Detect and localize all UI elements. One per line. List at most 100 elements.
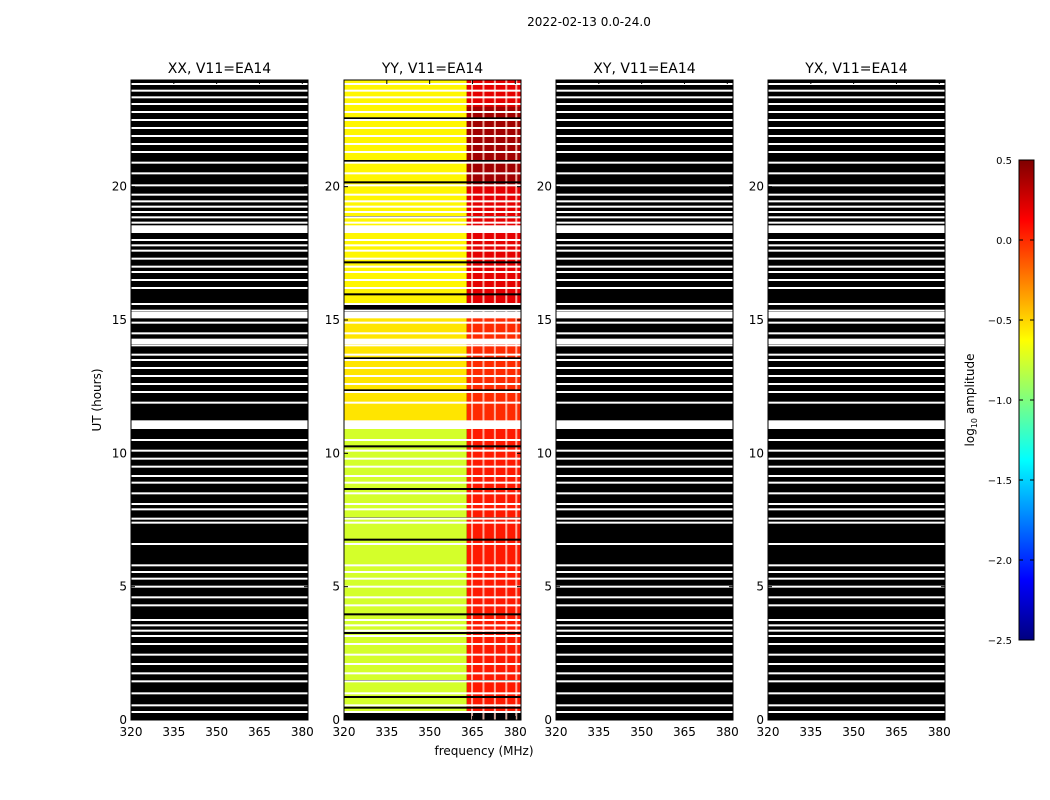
no-data-row	[556, 83, 733, 85]
no-data-row	[768, 643, 945, 645]
no-data-row	[344, 653, 521, 656]
no-data-row	[768, 193, 945, 196]
no-data-row	[556, 127, 733, 129]
no-data-row	[768, 629, 945, 632]
no-data-row	[556, 401, 733, 404]
no-data-row	[768, 249, 945, 252]
no-data-row	[131, 271, 308, 273]
x-tick-label: 320	[757, 725, 780, 739]
no-data-row	[768, 344, 945, 347]
no-data-row	[556, 475, 733, 477]
no-data-row	[768, 172, 945, 175]
no-data-row	[768, 111, 945, 113]
no-data-row	[556, 193, 733, 196]
masked-row	[344, 632, 521, 634]
colorbar-label: log10 amplitude	[963, 354, 979, 447]
no-data-row	[344, 457, 521, 460]
masked-row	[344, 357, 521, 360]
no-data-row	[768, 271, 945, 273]
x-tick-label: 365	[885, 725, 908, 739]
no-data-row	[768, 711, 945, 713]
no-data-row	[131, 205, 308, 208]
x-tick-label: 350	[418, 725, 441, 739]
no-data-row	[768, 585, 945, 588]
x-tick-label: 320	[120, 725, 143, 739]
no-data-row	[344, 421, 521, 428]
no-data-row	[344, 596, 521, 599]
masked-row	[344, 181, 521, 184]
no-data-row	[556, 353, 733, 356]
no-data-row	[768, 475, 945, 477]
y-tick-label: 10	[325, 446, 340, 460]
no-data-row	[344, 585, 521, 588]
no-data-row	[131, 643, 308, 645]
no-data-row	[344, 303, 521, 305]
y-tick-label: 5	[119, 580, 127, 594]
no-data-row	[131, 571, 308, 573]
no-data-row	[344, 465, 521, 468]
no-data-row	[768, 604, 945, 607]
x-tick-label: 365	[461, 725, 484, 739]
x-tick-label: 335	[375, 725, 398, 739]
x-tick-label: 335	[587, 725, 610, 739]
no-data-row	[131, 503, 308, 505]
no-data-row	[344, 619, 521, 621]
no-data-row	[556, 309, 733, 312]
no-data-row	[768, 135, 945, 137]
no-data-row	[131, 225, 308, 232]
no-data-row	[556, 161, 733, 164]
no-data-row	[768, 265, 945, 268]
no-data-row	[768, 653, 945, 656]
no-data-row	[131, 543, 308, 545]
no-data-row	[556, 221, 733, 224]
no-data-row	[131, 279, 308, 281]
no-data-row	[131, 704, 308, 707]
no-data-row	[556, 643, 733, 645]
no-data-row	[344, 200, 521, 203]
no-data-row	[344, 184, 521, 187]
no-data-row	[131, 135, 308, 137]
no-data-row	[768, 401, 945, 404]
no-data-row	[344, 503, 521, 505]
no-data-row	[768, 89, 945, 92]
no-data-row	[131, 193, 308, 196]
no-data-row	[344, 225, 521, 232]
no-data-row	[131, 143, 308, 145]
no-data-row	[344, 216, 521, 219]
no-data-row	[556, 564, 733, 567]
no-data-row	[131, 439, 308, 441]
no-data-row	[556, 492, 733, 495]
no-data-row	[131, 303, 308, 305]
no-data-row	[344, 332, 521, 335]
no-data-row	[556, 517, 733, 520]
panel-title: XX, V11=EA14	[168, 61, 272, 77]
no-data-row	[768, 692, 945, 695]
masked-row	[344, 261, 521, 264]
rfi-stripe	[515, 80, 518, 720]
y-axis-label: UT (hours)	[90, 368, 104, 431]
no-data-row	[131, 577, 308, 580]
no-data-row	[131, 111, 308, 113]
no-data-row	[556, 619, 733, 621]
no-data-row	[344, 135, 521, 137]
no-data-row	[344, 492, 521, 495]
no-data-row	[556, 457, 733, 460]
no-data-row	[556, 571, 733, 573]
no-data-row	[556, 375, 733, 377]
no-data-row	[131, 401, 308, 404]
no-data-row	[344, 143, 521, 145]
x-tick-label: 380	[504, 725, 527, 739]
no-data-row	[131, 383, 308, 385]
no-data-row	[556, 332, 733, 335]
no-data-row	[556, 449, 733, 452]
no-data-row	[556, 383, 733, 385]
no-data-row	[344, 103, 521, 105]
no-data-row	[344, 643, 521, 645]
no-data-row	[556, 184, 733, 187]
figure-suptitle: 2022-02-13 0.0-24.0	[527, 15, 651, 29]
no-data-row	[556, 257, 733, 260]
no-data-row	[131, 184, 308, 187]
no-data-row	[556, 481, 733, 484]
no-data-row	[131, 367, 308, 369]
